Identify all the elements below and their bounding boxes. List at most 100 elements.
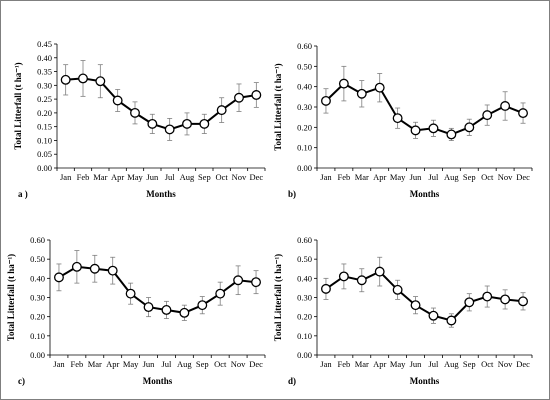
panel-a: Total Litterfall (t ha⁻¹) Months a ) 0.0… (13, 39, 266, 199)
data-point (251, 90, 262, 100)
series-line (325, 270, 524, 322)
y-tick-label: 0.25 (37, 94, 52, 104)
panel-c-ylabel: Total Litterfall (t ha⁻¹) (6, 254, 16, 341)
data-point (518, 296, 528, 307)
x-tick-label: Jul (161, 359, 172, 369)
panel-b-ylabel: Total Litterfall (t ha⁻¹) (273, 63, 283, 150)
y-tick-label: 0.50 (30, 254, 45, 264)
y-tick-label: 0.10 (297, 331, 312, 341)
y-tick-label: 0.10 (297, 143, 312, 153)
data-point (71, 261, 82, 272)
data-point (428, 123, 439, 134)
y-tick-label: 0.00 (297, 350, 312, 360)
data-point (78, 73, 88, 84)
x-tick-label: Jun (410, 172, 423, 182)
x-tick-label: Sep (198, 172, 211, 182)
data-point (482, 110, 493, 121)
data-point (410, 300, 421, 311)
data-point (321, 95, 331, 106)
panel-a-xlabel: Months (146, 189, 176, 199)
y-tick-label: 0.00 (30, 350, 45, 360)
x-tick-label: Jul (428, 359, 439, 369)
y-tick-label: 0.45 (37, 39, 52, 49)
data-point (446, 315, 457, 326)
y-tick-label: 0.05 (37, 149, 52, 159)
data-point (234, 92, 244, 103)
data-point (130, 107, 140, 118)
data-point (464, 122, 475, 133)
series-line (325, 82, 524, 136)
y-tick-label: 0.00 (37, 163, 52, 173)
y-tick-label: 0.50 (297, 254, 312, 264)
y-tick-label: 0.30 (297, 102, 312, 112)
x-tick-label: Feb (338, 172, 351, 182)
x-tick-label: Nov (231, 359, 246, 369)
y-tick-label: 0.20 (37, 108, 52, 118)
panel-c-label: c) (18, 376, 25, 386)
x-tick-label: Oct (214, 359, 227, 369)
x-tick-label: Sep (196, 359, 209, 369)
x-tick-label: May (123, 359, 139, 369)
data-point (89, 263, 100, 274)
y-tick-label: 0.00 (297, 163, 312, 173)
data-point (464, 297, 475, 308)
panel-b-xlabel: Months (410, 189, 440, 199)
data-point (428, 310, 439, 321)
y-tick-label: 0.35 (37, 67, 52, 77)
x-tick-label: Jan (53, 359, 65, 369)
data-point (125, 288, 136, 299)
y-tick-label: 0.60 (297, 235, 312, 245)
data-point (179, 307, 190, 318)
data-point (482, 291, 493, 302)
x-tick-label: Apr (373, 359, 386, 369)
x-tick-label: May (127, 172, 143, 182)
x-tick-label: Jan (60, 172, 72, 182)
x-tick-label: Apr (111, 172, 124, 182)
x-tick-label: Jun (143, 359, 156, 369)
x-tick-label: Oct (481, 172, 494, 182)
data-point (374, 266, 385, 277)
x-tick-label: May (390, 172, 406, 182)
x-tick-label: Apr (373, 172, 386, 182)
y-tick-label: 0.20 (297, 312, 312, 322)
x-tick-label: Jan (320, 172, 332, 182)
data-point (197, 300, 208, 311)
data-point (518, 108, 528, 119)
data-point (147, 118, 158, 129)
panel-b: Total Litterfall (t ha⁻¹) Months b) 0.00… (273, 41, 533, 199)
panel-d: Total Litterfall (t ha⁻¹) Months d) 0.00… (273, 235, 533, 386)
data-point (60, 74, 71, 85)
x-tick-label: May (390, 359, 406, 369)
x-tick-label: Jul (165, 172, 176, 182)
y-tick-label: 0.40 (297, 82, 312, 92)
data-point (410, 125, 421, 136)
data-point (164, 124, 175, 135)
panel-a-label: a ) (18, 189, 28, 199)
x-tick-label: Oct (481, 359, 494, 369)
data-point (107, 265, 118, 276)
data-point (143, 302, 154, 313)
data-point (182, 118, 192, 129)
data-point (500, 294, 511, 305)
y-tick-label: 0.30 (30, 293, 45, 303)
x-tick-label: Jun (410, 359, 423, 369)
data-point (356, 88, 367, 99)
panel-a-ylabel: Total Litterfall (t ha⁻¹) (13, 62, 23, 149)
x-tick-label: Mar (93, 172, 107, 182)
x-tick-label: Feb (338, 359, 351, 369)
x-tick-label: Nov (498, 172, 513, 182)
x-tick-label: Sep (463, 172, 476, 182)
x-tick-label: Apr (106, 359, 119, 369)
data-point (54, 272, 64, 283)
x-tick-label: Aug (444, 359, 459, 369)
data-point (500, 101, 511, 111)
data-point (199, 118, 210, 129)
x-tick-label: Nov (232, 172, 247, 182)
panel-d-xlabel: Months (410, 376, 440, 386)
y-tick-label: 0.60 (297, 41, 312, 51)
x-tick-label: Sep (463, 359, 476, 369)
series-line (58, 265, 257, 314)
y-tick-label: 0.10 (37, 135, 52, 145)
y-tick-label: 0.10 (30, 331, 45, 341)
data-point (233, 275, 244, 286)
